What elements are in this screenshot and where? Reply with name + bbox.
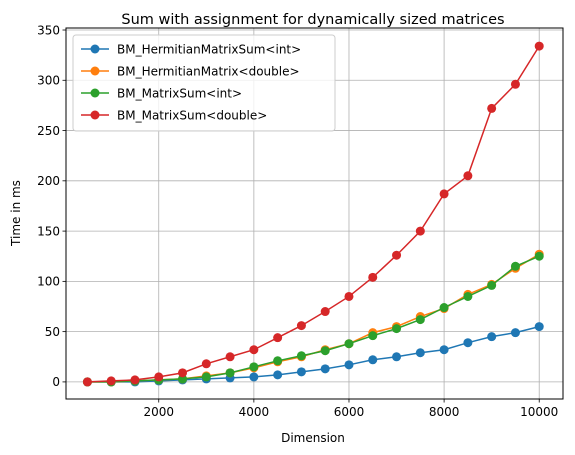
data-point	[439, 345, 449, 355]
data-point	[439, 303, 449, 313]
ticks: 2000 4000 6000 8000 10000 0 50 100 150 200 250 300 3…	[37, 23, 558, 419]
data-point	[415, 348, 425, 358]
data-point	[487, 103, 497, 113]
y-tick-label: 200	[37, 174, 60, 188]
y-tick-label: 300	[37, 74, 60, 88]
x-tick-label: 6000	[334, 405, 365, 419]
series-layer	[82, 41, 544, 387]
data-point	[392, 352, 402, 362]
x-tick-label: 2000	[143, 405, 174, 419]
data-point	[510, 79, 520, 89]
data-point	[368, 331, 378, 341]
data-point	[249, 345, 259, 355]
data-point	[249, 362, 259, 372]
data-point	[225, 368, 235, 378]
y-tick-label: 150	[37, 224, 60, 238]
data-point	[439, 189, 449, 199]
data-point	[178, 368, 188, 378]
legend-label: BM_HermitianMatrixSum<int>	[117, 42, 301, 56]
data-point	[273, 333, 283, 343]
data-point	[320, 364, 330, 374]
legend-marker	[90, 66, 100, 76]
legend-item: BM_MatrixSum<int>	[81, 86, 242, 100]
legend-box	[72, 34, 336, 132]
data-point	[296, 367, 306, 377]
legend-label: BM_MatrixSum<int>	[117, 86, 242, 100]
x-tick-label: 8000	[429, 405, 460, 419]
data-point	[273, 370, 283, 380]
legend: BM_HermitianMatrixSum<int> BM_HermitianMa…	[72, 34, 336, 132]
data-point	[534, 322, 544, 332]
y-tick-label: 100	[37, 275, 60, 289]
data-point	[463, 338, 473, 348]
legend-label: BM_MatrixSum<double>	[117, 108, 267, 122]
series-3	[82, 41, 544, 387]
x-tick-label: 4000	[239, 405, 270, 419]
legend-item: BM_HermitianMatrixSum<int>	[81, 42, 301, 56]
y-tick-label: 350	[37, 23, 60, 37]
data-point	[154, 372, 164, 382]
data-point	[320, 346, 330, 356]
data-point	[106, 376, 116, 386]
data-point	[534, 41, 544, 51]
legend-marker	[90, 110, 100, 120]
data-point	[344, 339, 354, 349]
x-tick-label: 10000	[520, 405, 558, 419]
data-point	[201, 372, 211, 382]
data-point	[130, 375, 140, 385]
data-point	[368, 355, 378, 365]
legend-marker	[90, 88, 100, 98]
legend-label: BM_HermitianMatrix<double>	[117, 64, 300, 78]
data-point	[344, 291, 354, 301]
y-tick-label: 0	[52, 375, 60, 389]
data-point	[463, 291, 473, 301]
legend-marker	[90, 44, 100, 54]
data-point	[510, 261, 520, 271]
plot-frame	[65, 27, 564, 400]
data-point	[487, 332, 497, 342]
data-point	[415, 226, 425, 236]
legend-item: BM_MatrixSum<double>	[81, 108, 267, 122]
data-point	[344, 360, 354, 370]
data-point	[415, 315, 425, 325]
y-tick-label: 50	[45, 325, 60, 339]
data-point	[249, 372, 259, 382]
legend-item: BM_HermitianMatrix<double>	[81, 64, 300, 78]
data-point	[320, 307, 330, 317]
data-point	[201, 359, 211, 369]
data-point	[392, 324, 402, 334]
chart-title: Sum with assignment for dynamically size…	[121, 12, 504, 28]
data-point	[368, 272, 378, 282]
data-point	[82, 377, 92, 387]
data-point	[487, 280, 497, 290]
y-axis-label: Time in ms	[9, 180, 23, 247]
data-point	[225, 352, 235, 362]
y-tick-label: 250	[37, 124, 60, 138]
data-point	[510, 328, 520, 338]
data-point	[296, 351, 306, 361]
data-point	[296, 321, 306, 331]
data-point	[392, 250, 402, 260]
data-point	[463, 171, 473, 181]
data-point	[534, 251, 544, 261]
x-axis-label: Dimension	[281, 431, 345, 445]
data-point	[273, 356, 283, 366]
